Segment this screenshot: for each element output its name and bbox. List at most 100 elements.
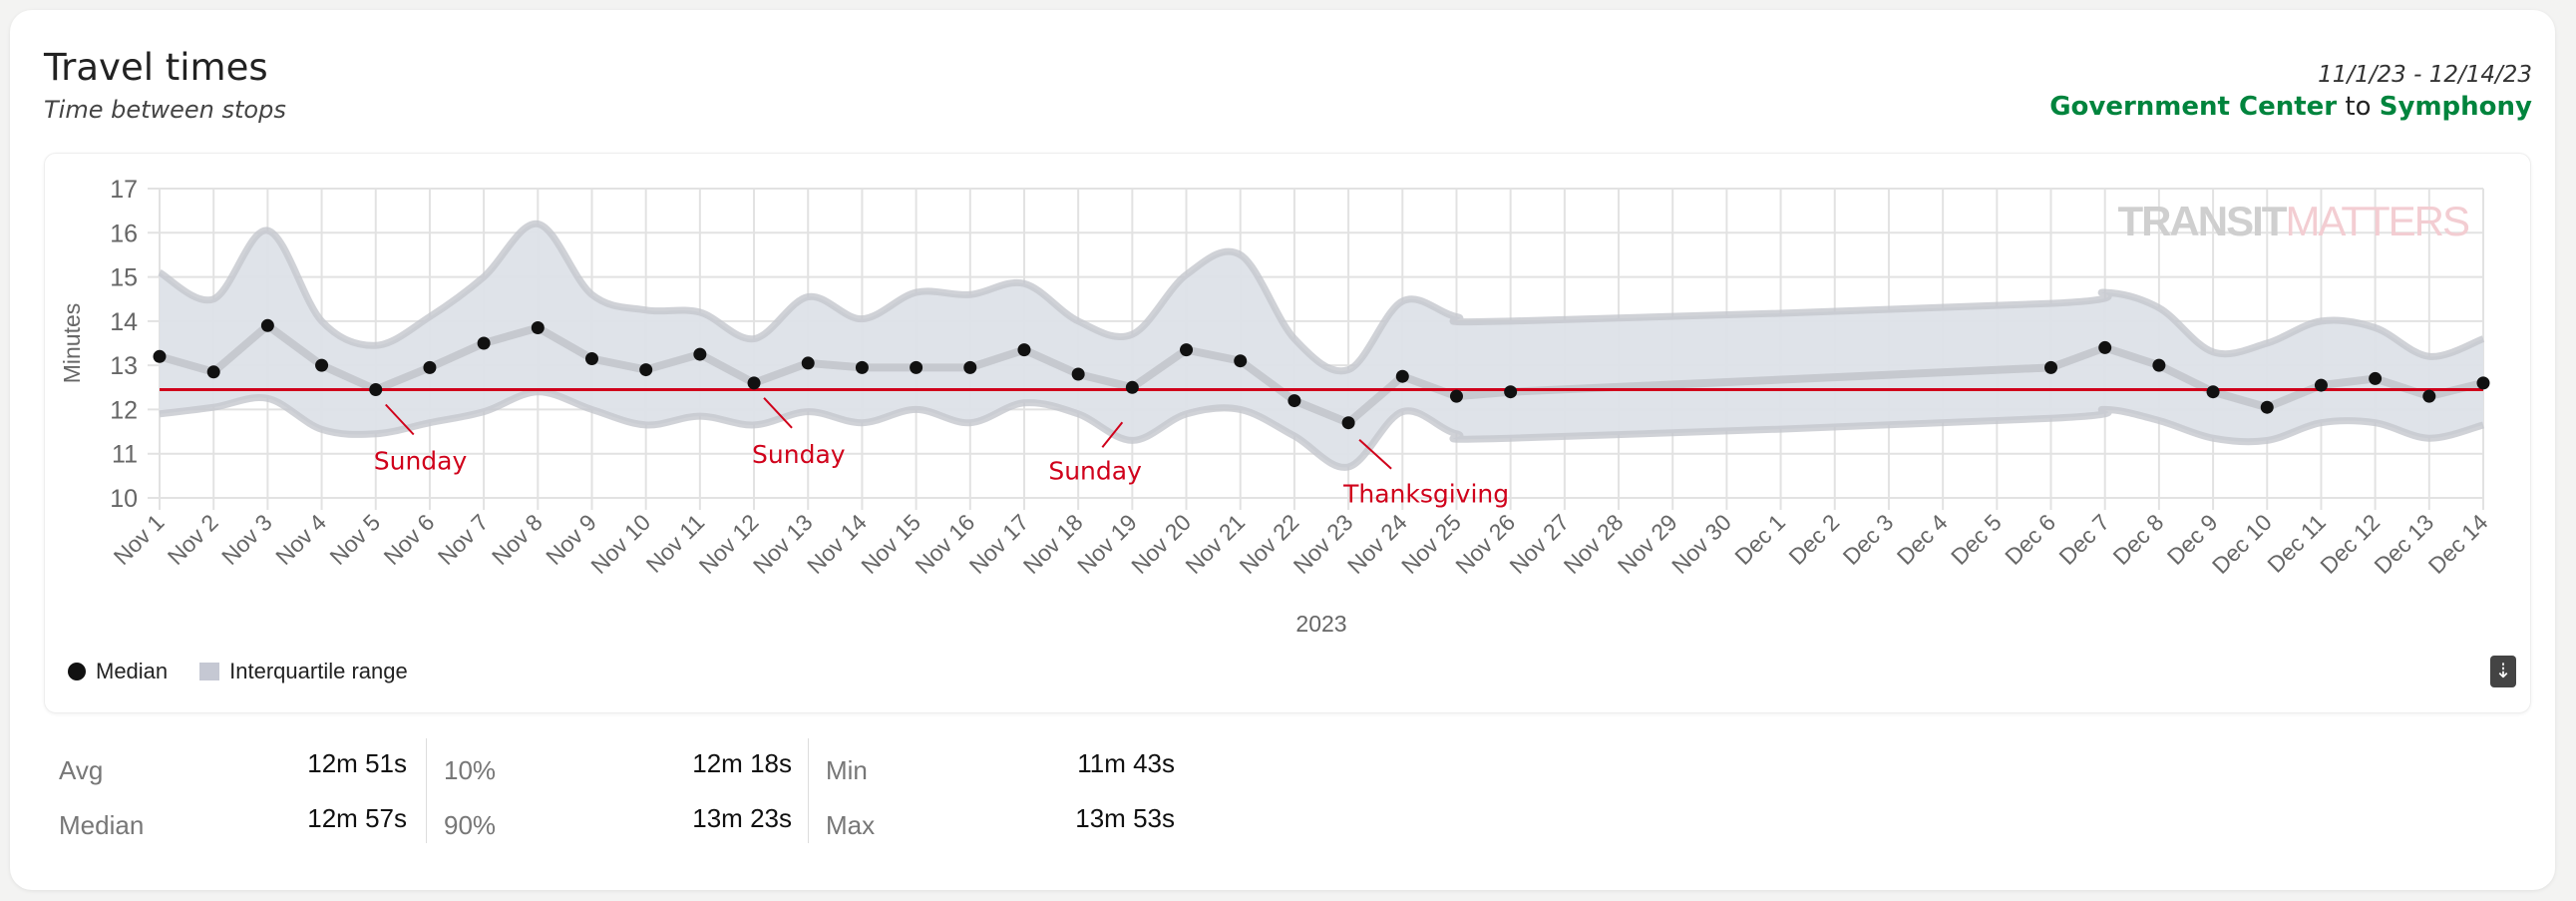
y-tick-label: 17 (110, 176, 138, 204)
x-tick-label: Nov 22 (1235, 509, 1304, 579)
x-tick-label: Nov 23 (1288, 509, 1358, 579)
median-point (1125, 380, 1139, 394)
annotation-label: Sunday (1048, 456, 1142, 485)
to-word: to (2345, 92, 2372, 122)
stat-p10-value: 12m 18s (692, 748, 792, 778)
x-tick-label: Nov 30 (1666, 509, 1736, 579)
stat-p90-label: 90% (444, 810, 497, 840)
x-tick-label: Nov 19 (1072, 509, 1142, 579)
median-point (855, 360, 869, 374)
x-tick-label: Nov 17 (964, 509, 1034, 579)
x-tick-label: Nov 1 (109, 509, 170, 570)
median-point (2422, 389, 2436, 403)
median-point (369, 383, 383, 396)
median-point (1017, 343, 1031, 357)
x-tick-label: Nov 29 (1613, 509, 1682, 579)
x-tick-label: Dec 1 (1729, 509, 1790, 570)
median-point (1504, 385, 1518, 399)
median-point (1071, 367, 1085, 381)
median-point (2314, 378, 2328, 392)
x-tick-label: Dec 12 (2315, 509, 2385, 579)
median-point (1395, 369, 1409, 383)
stat-median-label: Median (59, 810, 145, 840)
iqr-band (160, 224, 2483, 468)
x-tick-label: Nov 16 (910, 509, 979, 579)
x-tick-label: Nov 14 (802, 509, 872, 579)
stat-avg-label: Avg (59, 755, 104, 785)
x-axis-label: 2023 (1295, 611, 1346, 637)
x-tick-label: Nov 7 (433, 509, 494, 570)
stats-divider (426, 738, 427, 843)
x-tick-label: Dec 5 (1946, 509, 2007, 570)
median-point (2260, 400, 2274, 414)
x-tick-label: Dec 13 (2369, 509, 2438, 579)
y-tick-label: 15 (110, 264, 138, 292)
median-point (531, 321, 545, 334)
median-point (910, 360, 923, 374)
x-tick-label: Nov 15 (856, 509, 925, 579)
median-point (2476, 376, 2490, 390)
y-tick-label: 12 (110, 396, 138, 424)
to-station: Symphony (2379, 92, 2532, 122)
x-tick-label: Nov 26 (1450, 509, 1520, 579)
annotation-leader (1101, 421, 1124, 448)
download-icon[interactable]: ⇣ (2490, 656, 2516, 687)
median-point (2206, 385, 2220, 399)
median-point (963, 360, 977, 374)
x-tick-label: Nov 10 (585, 509, 655, 579)
legend-iqr[interactable]: Interquartile range (229, 659, 408, 683)
y-tick-label: 11 (112, 441, 138, 469)
annotation-leader (1358, 438, 1392, 470)
stat-avg-value: 12m 51s (307, 748, 407, 778)
legend-median[interactable]: Median (96, 659, 169, 683)
annotation-label: Sunday (374, 447, 468, 476)
stat-min-value: 11m 43s (1077, 748, 1175, 778)
x-tick-label: Dec 10 (2207, 509, 2277, 579)
x-tick-label: Nov 13 (748, 509, 818, 579)
x-tick-label: Dec 6 (2000, 509, 2060, 570)
median-point (639, 363, 653, 377)
median-point (801, 356, 815, 370)
x-tick-label: Nov 4 (270, 509, 331, 570)
y-tick-label: 16 (110, 220, 138, 247)
x-tick-label: Nov 25 (1396, 509, 1466, 579)
y-tick-label: 10 (110, 485, 138, 513)
y-axis-label: Minutes (59, 303, 85, 384)
median-legend-marker (68, 663, 86, 680)
median-point (315, 358, 329, 372)
stats-divider (808, 738, 809, 843)
median-point (1341, 416, 1355, 430)
x-tick-label: Nov 11 (641, 509, 710, 578)
x-tick-label: Nov 2 (163, 509, 223, 570)
median-point (1180, 343, 1194, 357)
median-point (260, 318, 274, 332)
median-point (206, 365, 220, 379)
chart-container (44, 153, 2531, 713)
median-point (1288, 394, 1301, 408)
x-tick-label: Nov 12 (694, 509, 764, 579)
stat-p10-label: 10% (444, 755, 497, 785)
x-tick-label: Nov 5 (324, 509, 385, 570)
x-tick-label: Nov 6 (379, 509, 440, 570)
stat-max-label: Max (826, 810, 876, 840)
median-point (153, 349, 167, 363)
x-tick-label: Dec 14 (2423, 509, 2493, 579)
median-point (423, 360, 437, 374)
annotation-leader (385, 403, 415, 436)
transitmatters-watermark: TRANSITMATTERS (2117, 198, 2469, 244)
x-tick-label: Nov 3 (216, 509, 277, 570)
x-tick-label: Nov 18 (1018, 509, 1088, 579)
stat-p90-value: 13m 23s (692, 803, 792, 833)
x-tick-label: Nov 28 (1559, 509, 1629, 579)
x-tick-label: Dec 4 (1892, 509, 1953, 570)
x-tick-label: Dec 2 (1783, 509, 1844, 570)
y-tick-label: 14 (110, 308, 138, 336)
median-point (2044, 360, 2058, 374)
x-tick-label: Dec 3 (1838, 509, 1899, 570)
travel-times-card (10, 10, 2555, 890)
median-point (1449, 389, 1463, 403)
legend: Median Interquartile range (68, 659, 408, 684)
median-point (1234, 354, 1248, 368)
median-point (2369, 371, 2383, 385)
